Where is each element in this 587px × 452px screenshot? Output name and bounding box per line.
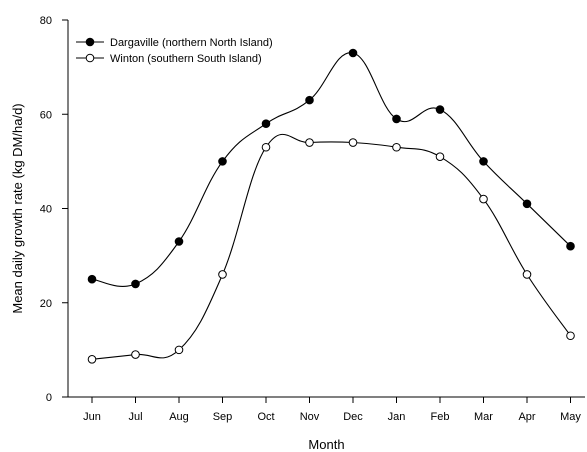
data-point <box>174 237 184 246</box>
x-tick-label: Apr <box>518 411 535 423</box>
legend-marker <box>85 37 95 47</box>
data-point <box>305 95 314 105</box>
x-tick-label: Dec <box>343 411 363 423</box>
data-point <box>305 138 314 147</box>
y-tick-label: 0 <box>46 392 52 404</box>
data-point <box>348 48 358 58</box>
x-tick-label: May <box>560 411 581 423</box>
series-line <box>91 133 571 360</box>
data-point <box>218 157 227 166</box>
x-tick-label: Sep <box>213 411 233 423</box>
data-point <box>261 142 271 152</box>
data-point <box>479 157 488 166</box>
data-point <box>479 194 488 204</box>
data-point <box>87 355 97 364</box>
x-ticks: Jun Jul Aug Sep Oct Nov Dec Jan Feb Mar Apr May <box>83 397 581 423</box>
x-tick-label: Jan <box>388 411 406 423</box>
data-point <box>218 270 227 279</box>
legend-marker <box>85 53 95 63</box>
data-point <box>261 119 271 128</box>
x-tick-label: Mar <box>474 411 493 423</box>
y-tick-label: 80 <box>40 15 52 27</box>
y-ticks: 0 20 40 60 80 <box>40 15 68 404</box>
y-tick-label: 40 <box>40 204 52 216</box>
data-point <box>522 270 532 279</box>
y-tick-label: 20 <box>40 298 52 310</box>
legend-label: Dargaville (northern North Island) <box>110 37 273 49</box>
y-axis-title: Mean daily growth rate (kg DM/ha/d) <box>10 103 25 313</box>
data-point <box>435 105 445 114</box>
data-point <box>566 331 575 341</box>
data-point <box>131 279 140 289</box>
data-point <box>566 241 575 251</box>
x-axis-title: Month <box>308 437 344 452</box>
legend-item: Winton (southern South Island) <box>76 53 262 65</box>
series-2 <box>87 133 575 364</box>
data-point <box>392 142 401 152</box>
legend: Dargaville (northern North Island) Winton… <box>76 37 273 65</box>
data-point <box>348 138 358 147</box>
data-point <box>87 274 97 284</box>
axes <box>67 20 585 398</box>
y-tick-label: 60 <box>40 109 52 121</box>
x-tick-label: Oct <box>257 411 274 423</box>
data-point <box>174 345 184 355</box>
data-point <box>131 350 140 359</box>
data-point <box>392 114 401 124</box>
x-tick-label: Jun <box>83 411 101 423</box>
series-1 <box>87 48 575 289</box>
data-point <box>522 199 532 209</box>
legend-label: Winton (southern South Island) <box>110 53 262 65</box>
series-layer <box>87 48 575 364</box>
x-tick-label: Feb <box>431 411 450 423</box>
x-tick-label: Aug <box>169 411 189 423</box>
data-point <box>435 152 445 161</box>
series-line <box>91 52 571 288</box>
x-tick-label: Jul <box>128 411 142 423</box>
legend-item: Dargaville (northern North Island) <box>76 37 273 49</box>
x-tick-label: Nov <box>300 411 320 423</box>
